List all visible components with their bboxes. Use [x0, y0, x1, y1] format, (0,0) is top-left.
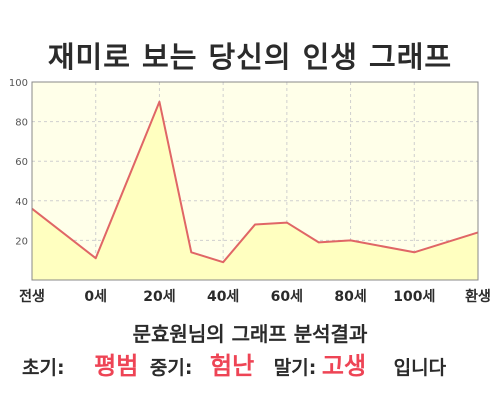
y-tick-label: 80 — [15, 118, 28, 129]
y-tick-label: 60 — [15, 157, 28, 168]
chart-title: 재미로 보는 당신의 인생 그래프 — [47, 40, 453, 74]
x-tick-label: 100세 — [393, 289, 435, 305]
x-tick-label: 환생 — [465, 288, 491, 305]
analysis-result: 초기: 평범 중기: 험난 말기: 고생 입니다 — [22, 346, 492, 381]
y-tick-label: 40 — [15, 197, 28, 208]
early-label: 초기: — [22, 357, 65, 379]
x-tick-label: 전생 — [19, 288, 45, 305]
x-tick-label: 0세 — [84, 289, 107, 305]
y-tick-label: 100 — [9, 78, 28, 89]
x-tick-label: 40세 — [207, 289, 239, 305]
life-line — [31, 100, 479, 264]
late-label: 말기: — [273, 357, 317, 379]
x-tick-label: 20세 — [143, 289, 175, 305]
early-value: 평범 — [94, 352, 139, 380]
plot-frame — [31, 81, 479, 281]
life-graph-chart: 20 40 60 80 100 전생 0세 20세 40세 60세 80세 100세 환생 — [9, 78, 491, 305]
analysis-subtitle: 문효원님의 그래프 분석결과 — [132, 322, 368, 346]
late-value: 고생 — [321, 352, 367, 380]
mid-label: 중기: — [149, 357, 193, 379]
area-fill — [32, 101, 478, 280]
mid-value: 험난 — [210, 352, 255, 380]
x-tick-label: 60세 — [271, 289, 303, 305]
y-tick-label: 20 — [15, 236, 28, 247]
ending-text: 입니다 — [393, 357, 447, 379]
x-tick-label: 80세 — [334, 289, 366, 305]
